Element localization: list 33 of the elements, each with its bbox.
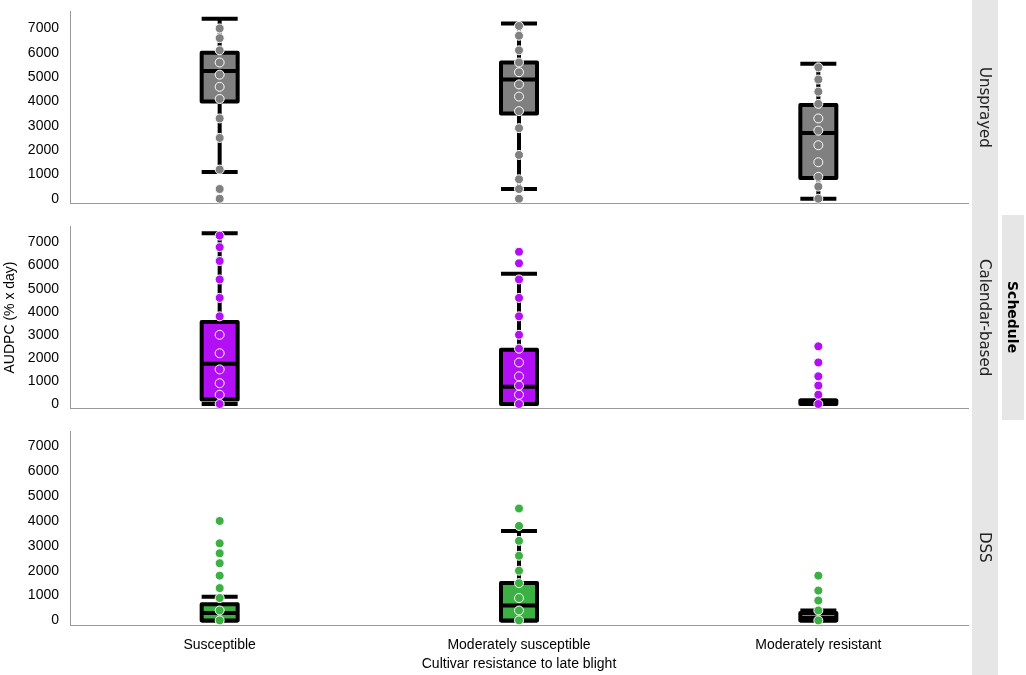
text: Calendar-based <box>976 258 994 377</box>
x-axis-title: Cultivar resistance to late blight <box>421 655 617 672</box>
y-axis-title: AUDPC (% x day) <box>1 261 18 374</box>
y-tick-label: 4000 <box>27 92 60 109</box>
y-tick-label: 2000 <box>27 348 60 365</box>
y-tick-label: 0 <box>51 611 60 628</box>
x-tick-label: Susceptible <box>183 635 257 652</box>
y-tick-label: 1000 <box>27 586 60 603</box>
y-tick-label: 6000 <box>27 43 60 60</box>
y-tick-label: 0 <box>51 394 60 411</box>
y-tick-label: 1000 <box>27 165 60 182</box>
text: Unsprayed <box>976 67 994 148</box>
y-tick-label: 7000 <box>27 233 60 250</box>
text: Schedule <box>1005 281 1021 354</box>
x-tick-label: Moderately resistant <box>755 635 882 652</box>
y-tick-label: 5000 <box>27 486 60 503</box>
y-tick-label: 1000 <box>27 371 60 388</box>
y-tick-label: 6000 <box>27 256 60 273</box>
y-tick-label: 5000 <box>27 67 60 84</box>
x-tick-label: Moderately susceptible <box>447 635 591 652</box>
y-tick-label: 7000 <box>27 19 60 36</box>
text: DSS <box>976 532 994 563</box>
y-tick-label: 2000 <box>27 561 60 578</box>
y-tick-label: 6000 <box>27 462 60 479</box>
y-tick-label: 2000 <box>27 140 60 157</box>
y-tick-label: 3000 <box>27 325 60 342</box>
y-tick-label: 0 <box>51 189 60 206</box>
y-tick-label: 3000 <box>27 536 60 553</box>
y-tick-label: 7000 <box>27 437 60 454</box>
y-tick-label: 4000 <box>27 511 60 528</box>
y-tick-label: 3000 <box>27 116 60 133</box>
y-tick-label: 5000 <box>27 279 60 296</box>
y-tick-label: 4000 <box>27 302 60 319</box>
